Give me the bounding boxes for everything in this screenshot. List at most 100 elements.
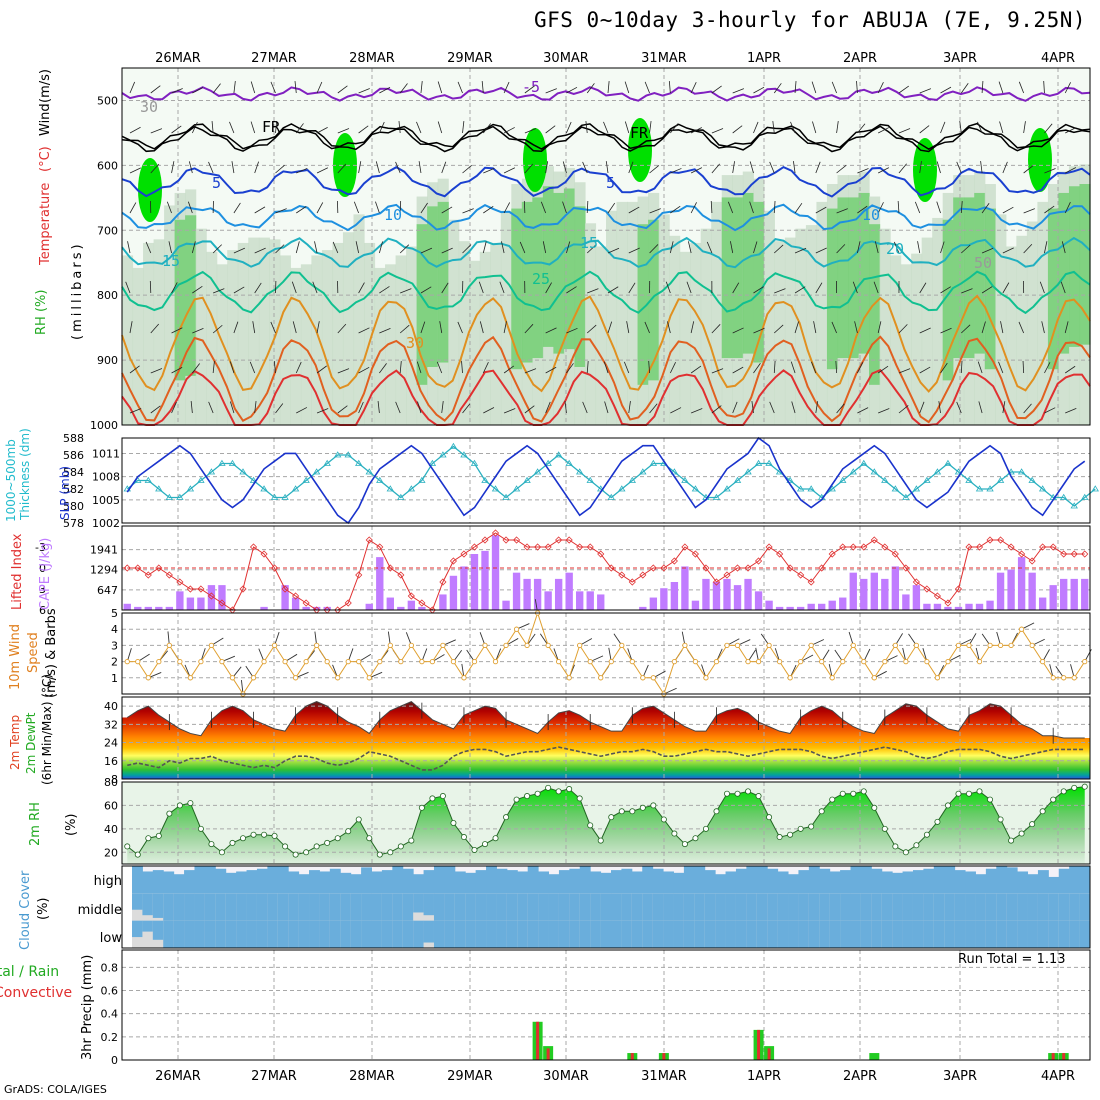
cloud-cell xyxy=(631,920,643,948)
cloud-cell xyxy=(611,893,622,921)
rh-shade xyxy=(700,228,712,425)
wind-barb xyxy=(337,405,348,414)
thickness-label: 1000~500mb xyxy=(4,439,18,522)
date-label-top: 3APR xyxy=(943,51,977,66)
wind-barb xyxy=(998,81,1004,94)
wind-barb xyxy=(1002,247,1014,254)
lifted-point xyxy=(1060,550,1068,558)
thickness-point xyxy=(470,459,479,466)
wind-barb xyxy=(399,361,402,374)
lifted-point xyxy=(134,564,142,572)
rh-tick-label: 40 xyxy=(104,823,118,836)
wind-barb xyxy=(791,401,796,414)
cloud-cell-high xyxy=(496,868,508,894)
wind-barb xyxy=(295,361,302,374)
wind-barb xyxy=(793,161,796,174)
wind-barb xyxy=(316,365,327,374)
cloud-cell xyxy=(798,893,810,921)
wind-barb xyxy=(254,401,257,414)
cloud-cell xyxy=(1069,893,1081,921)
wind-barb xyxy=(233,321,239,334)
cape-bar xyxy=(554,578,563,610)
contour-label: 5 xyxy=(606,174,615,192)
precip-conv-bar xyxy=(536,1021,540,1060)
cloud-cell xyxy=(850,893,862,921)
cloud-cell xyxy=(277,893,289,921)
wind-barb xyxy=(815,206,827,214)
wind10-point xyxy=(955,642,962,649)
cloud-cell xyxy=(673,893,685,921)
upper-rh-label: RH (%) xyxy=(34,289,49,335)
cloud-cell-bg xyxy=(142,920,154,948)
cloud-cell-high xyxy=(746,866,758,894)
wind-barb xyxy=(566,86,578,94)
cloud-cell xyxy=(173,920,185,948)
lifted-point xyxy=(270,564,279,572)
rh-shade xyxy=(784,237,796,425)
wind10-point xyxy=(408,642,414,649)
thickness-point xyxy=(186,485,195,492)
wind-barb xyxy=(773,83,782,94)
rh-shade xyxy=(290,267,302,425)
cape-bar xyxy=(870,572,878,610)
lifted-point xyxy=(439,578,447,586)
wind10-point xyxy=(461,675,467,681)
lifted-point xyxy=(176,578,184,586)
thickness-point xyxy=(176,493,184,500)
wind-barb xyxy=(585,121,588,134)
wind-barb xyxy=(732,282,740,294)
lifted-point xyxy=(155,564,163,572)
cloud-cell-high xyxy=(538,871,550,894)
cloud-cell xyxy=(350,920,362,948)
lifted-point xyxy=(754,557,763,565)
wind10-point xyxy=(1061,675,1067,681)
rh-point xyxy=(176,802,183,809)
wind-barb xyxy=(919,327,931,334)
cape-bar xyxy=(523,578,531,610)
thickness-point xyxy=(618,485,626,492)
wind-barb xyxy=(1044,241,1048,254)
wind-barb xyxy=(192,87,204,94)
cloud-cell xyxy=(777,920,789,948)
contour-label: 10 xyxy=(862,206,880,224)
wind10-point xyxy=(335,675,341,681)
cloud-cell xyxy=(517,893,529,921)
wind10-point xyxy=(713,658,720,665)
lifted-point xyxy=(954,585,963,593)
wind10-point xyxy=(703,675,709,681)
precip-panel: 0 0.2 0.4 0.6 0.8 xyxy=(101,949,1091,1067)
thickness-point xyxy=(323,459,331,466)
rh-shade-moist xyxy=(732,197,744,359)
rh-shade-moist xyxy=(942,219,954,381)
rh-shade-moist xyxy=(953,197,965,359)
lifted-point xyxy=(933,592,942,600)
upper-frame xyxy=(121,67,1091,426)
wind-barb xyxy=(938,401,941,414)
wind-barb xyxy=(711,405,722,414)
date-label-bottom: 4APR xyxy=(1041,1069,1075,1084)
wind10-point xyxy=(419,658,425,665)
rh-point xyxy=(923,831,930,838)
thickness-point xyxy=(291,485,300,492)
wind-barb xyxy=(730,241,734,254)
wind-barb xyxy=(836,403,845,414)
cloud-cell-high xyxy=(402,868,414,894)
wind-barb xyxy=(1023,165,1034,174)
cloud-cell xyxy=(215,920,227,948)
rh-shade xyxy=(458,241,470,425)
wind-barb xyxy=(503,81,510,94)
wind-barb xyxy=(919,88,932,94)
wind-barb xyxy=(873,281,879,294)
lifted-point xyxy=(681,543,689,551)
wind-barb xyxy=(877,82,884,94)
cloud-cell-high xyxy=(777,871,789,894)
cloud-cell xyxy=(1006,920,1018,948)
rh-shade-moist xyxy=(837,197,849,359)
wind-barb xyxy=(940,286,951,294)
wind-barb xyxy=(815,401,819,414)
cloud-cell-high xyxy=(381,870,393,894)
wind-barb xyxy=(649,121,652,134)
wind-barb xyxy=(125,281,131,294)
rh-point xyxy=(271,832,278,839)
rh-point xyxy=(1071,784,1078,791)
